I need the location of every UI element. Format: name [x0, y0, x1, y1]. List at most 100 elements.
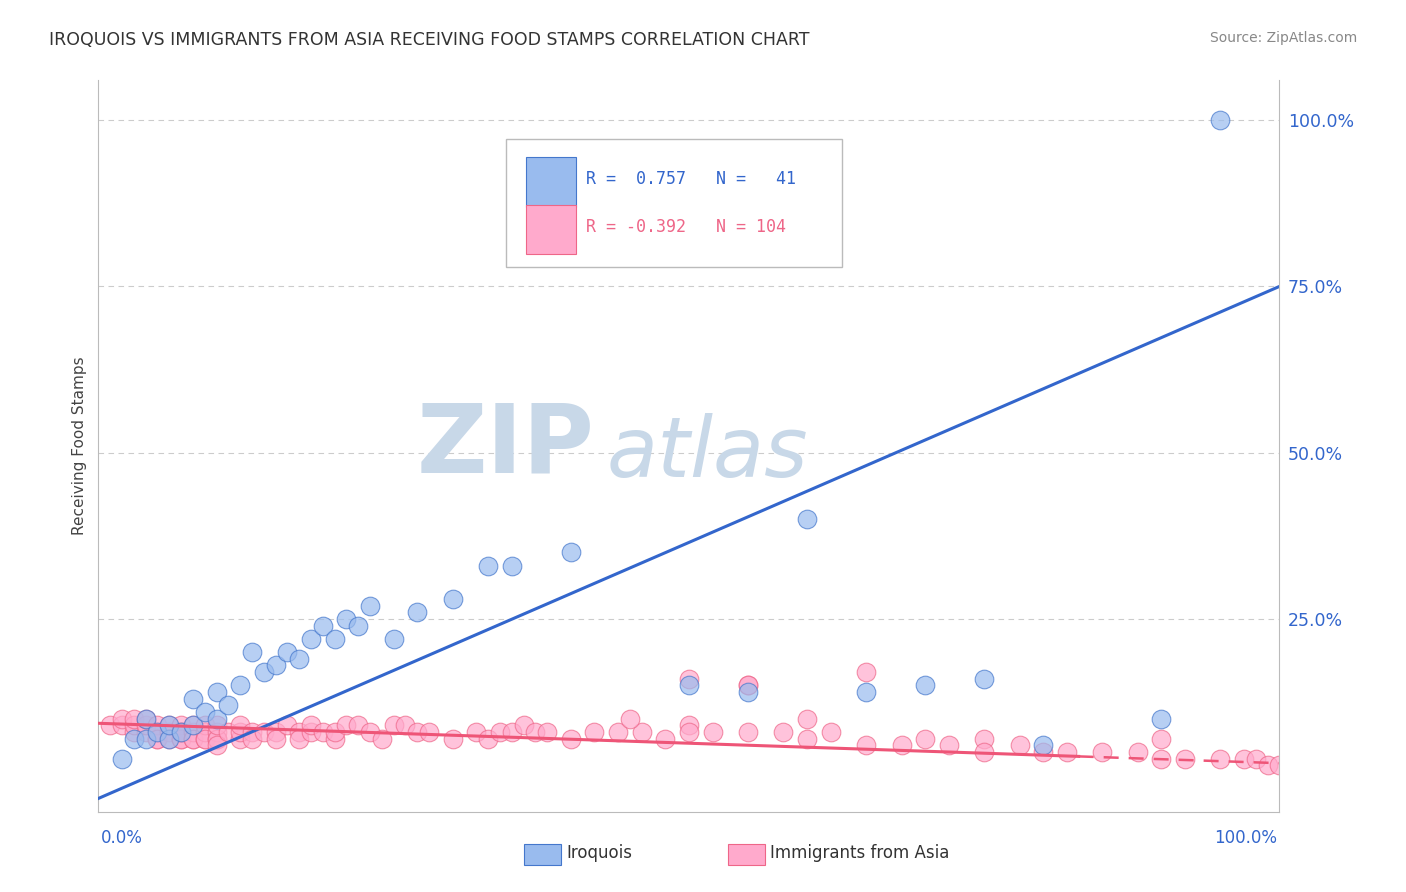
Point: [796, 512, 818, 526]
Point: [406, 605, 429, 619]
Text: R =  0.757   N =   41: R = 0.757 N = 41: [586, 170, 796, 188]
Point: [973, 672, 995, 686]
Point: [347, 718, 370, 732]
Point: [240, 725, 263, 739]
Point: [890, 738, 912, 752]
Point: [288, 731, 311, 746]
Point: [1268, 758, 1291, 772]
Point: [737, 725, 759, 739]
Point: [157, 731, 180, 746]
Point: [170, 718, 193, 732]
Point: [1150, 751, 1173, 765]
Point: [98, 718, 121, 732]
Point: [702, 725, 724, 739]
Point: [737, 678, 759, 692]
Point: [1091, 745, 1114, 759]
Point: [583, 725, 606, 739]
Point: [157, 725, 180, 739]
Point: [264, 658, 287, 673]
Point: [1174, 751, 1197, 765]
Point: [441, 731, 464, 746]
Point: [135, 712, 157, 726]
Text: Source: ZipAtlas.com: Source: ZipAtlas.com: [1209, 31, 1357, 45]
Point: [737, 685, 759, 699]
Point: [170, 725, 193, 739]
Point: [619, 712, 641, 726]
Point: [146, 725, 169, 739]
Point: [536, 725, 558, 739]
Point: [111, 718, 134, 732]
Point: [181, 731, 204, 746]
Text: atlas: atlas: [606, 413, 808, 494]
Point: [146, 725, 169, 739]
Point: [512, 718, 534, 732]
Point: [146, 731, 169, 746]
Point: [1032, 745, 1054, 759]
Point: [205, 731, 228, 746]
Point: [194, 731, 217, 746]
Point: [135, 725, 157, 739]
Point: [146, 718, 169, 732]
Point: [146, 731, 169, 746]
Point: [170, 725, 193, 739]
Point: [1233, 751, 1256, 765]
Point: [855, 685, 877, 699]
Point: [678, 725, 700, 739]
Point: [973, 731, 995, 746]
Point: [240, 731, 263, 746]
Point: [229, 678, 252, 692]
Point: [181, 718, 204, 732]
Point: [678, 718, 700, 732]
Point: [288, 725, 311, 739]
Point: [205, 718, 228, 732]
Text: Iroquois: Iroquois: [567, 844, 633, 862]
Text: ZIP: ZIP: [416, 400, 595, 492]
Point: [312, 725, 335, 739]
Point: [335, 612, 357, 626]
Point: [1209, 113, 1232, 128]
Point: [157, 731, 180, 746]
Point: [135, 731, 157, 746]
Point: [323, 632, 346, 646]
Point: [217, 698, 239, 713]
Point: [855, 665, 877, 679]
Point: [122, 718, 145, 732]
Point: [229, 725, 252, 739]
FancyBboxPatch shape: [526, 157, 575, 207]
Point: [772, 725, 794, 739]
Point: [299, 632, 322, 646]
Point: [359, 599, 381, 613]
Point: [135, 712, 157, 726]
Point: [111, 712, 134, 726]
Point: [229, 718, 252, 732]
Point: [1150, 712, 1173, 726]
Point: [194, 725, 217, 739]
Point: [418, 725, 440, 739]
Point: [253, 665, 276, 679]
Point: [524, 725, 547, 739]
Point: [465, 725, 488, 739]
Point: [122, 712, 145, 726]
Point: [394, 718, 416, 732]
Point: [820, 725, 842, 739]
Point: [323, 725, 346, 739]
Point: [477, 558, 499, 573]
Point: [630, 725, 652, 739]
Point: [170, 731, 193, 746]
Point: [288, 652, 311, 666]
Point: [501, 558, 523, 573]
Point: [253, 725, 276, 739]
Point: [654, 731, 676, 746]
Point: [737, 678, 759, 692]
Point: [217, 725, 239, 739]
Point: [194, 705, 217, 719]
Point: [1008, 738, 1031, 752]
Point: [135, 718, 157, 732]
Point: [170, 731, 193, 746]
Point: [382, 632, 405, 646]
Point: [264, 725, 287, 739]
Point: [229, 731, 252, 746]
Point: [194, 718, 217, 732]
Point: [181, 691, 204, 706]
Point: [347, 618, 370, 632]
